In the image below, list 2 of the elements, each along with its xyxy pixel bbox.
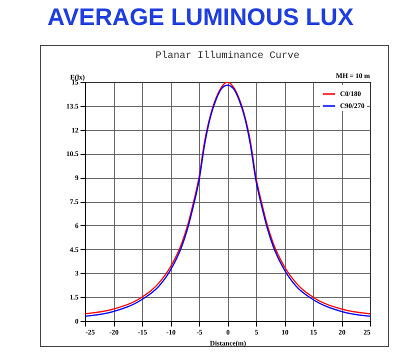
chart-title: AVERAGE LUMINOUS LUX — [46, 4, 355, 32]
chart-subtitle: Planar Illuminance Curve — [155, 50, 300, 62]
